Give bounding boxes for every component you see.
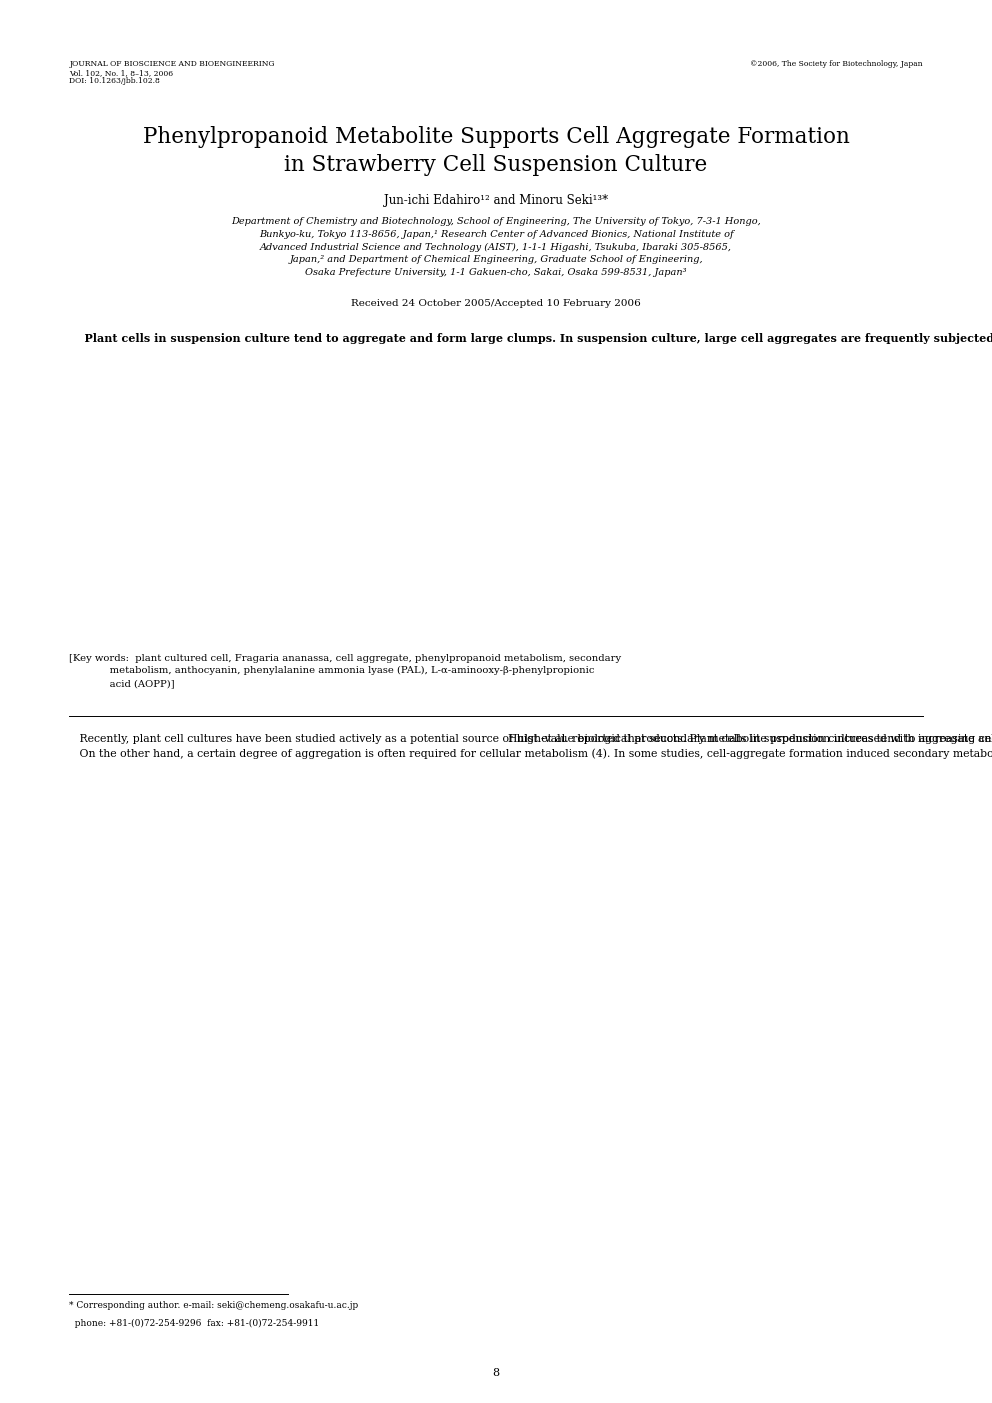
Text: Vol. 102, No. 1, 8–13, 2006: Vol. 102, No. 1, 8–13, 2006: [69, 69, 174, 77]
Text: Recently, plant cell cultures have been studied actively as a potential source o: Recently, plant cell cultures have been …: [69, 734, 992, 759]
Text: Jun-ichi Edahiro¹² and Minoru Seki¹³*: Jun-ichi Edahiro¹² and Minoru Seki¹³*: [384, 194, 608, 206]
Text: ©2006, The Society for Biotechnology, Japan: ©2006, The Society for Biotechnology, Ja…: [750, 60, 923, 69]
Text: 8: 8: [492, 1368, 500, 1378]
Text: Hulst et al. reported that secondary metabolite production increased with increa: Hulst et al. reported that secondary met…: [509, 734, 992, 745]
Text: phone: +81-(0)72-254-9296  fax: +81-(0)72-254-9911: phone: +81-(0)72-254-9296 fax: +81-(0)72…: [69, 1319, 319, 1329]
Text: [Key words:  plant cultured cell, Fragaria ananassa, cell aggregate, phenylpropa: [Key words: plant cultured cell, Fragari…: [69, 654, 622, 687]
Text: DOI: 10.1263/jbb.102.8: DOI: 10.1263/jbb.102.8: [69, 77, 161, 86]
Text: JOURNAL OF BIOSCIENCE AND BIOENGINEERING: JOURNAL OF BIOSCIENCE AND BIOENGINEERING: [69, 60, 275, 69]
Text: Phenylpropanoid Metabolite Supports Cell Aggregate Formation
in Strawberry Cell : Phenylpropanoid Metabolite Supports Cell…: [143, 126, 849, 177]
Text: * Corresponding author. e-mail: seki@chemeng.osakafu-u.ac.jp: * Corresponding author. e-mail: seki@che…: [69, 1301, 359, 1309]
Text: Plant cells in suspension culture tend to aggregate and form large clumps. In su: Plant cells in suspension culture tend t…: [69, 333, 992, 344]
Text: Received 24 October 2005/Accepted 10 February 2006: Received 24 October 2005/Accepted 10 Feb…: [351, 299, 641, 307]
Text: Department of Chemistry and Biotechnology, School of Engineering, The University: Department of Chemistry and Biotechnolog…: [231, 217, 761, 276]
